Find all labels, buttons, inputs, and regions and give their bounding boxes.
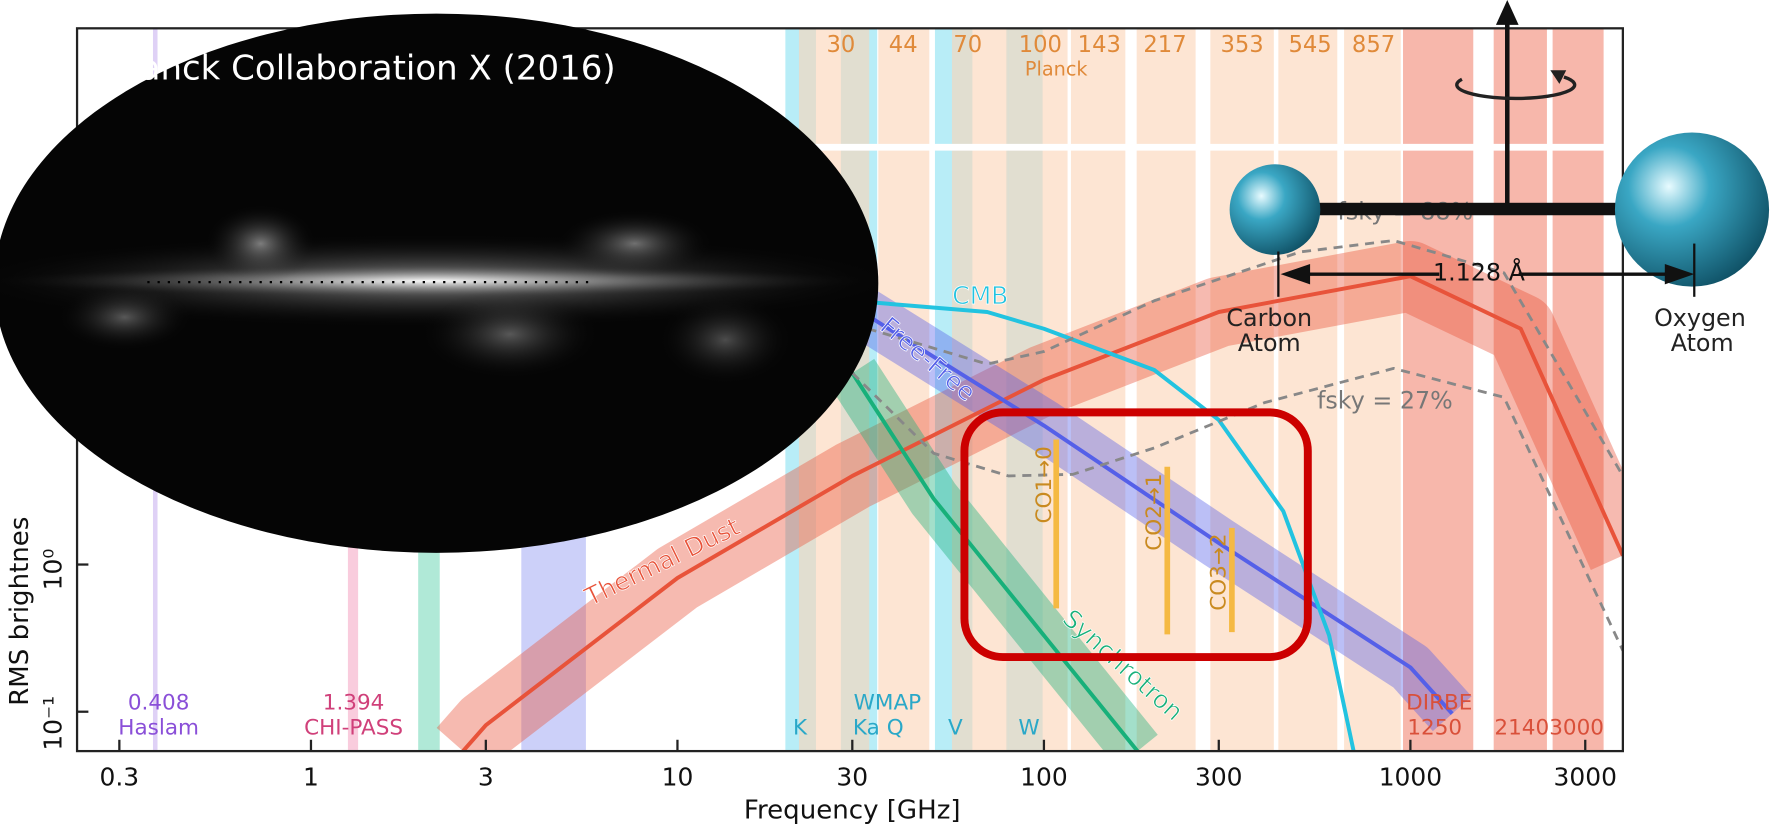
series-line <box>850 371 1140 752</box>
bond-length: 1.128 Å <box>1433 259 1526 287</box>
series-line <box>461 274 1623 752</box>
x-tick-label: 1000 <box>1379 762 1442 791</box>
x-tick-label: 0.3 <box>100 762 140 791</box>
co-molecule: 1.128 Å Carbon Atom Oxygen Atom <box>1226 0 1770 357</box>
atom-label: Atom <box>1238 329 1301 357</box>
x-tick-label: 300 <box>1195 762 1243 791</box>
band-label: 1250 <box>1407 715 1462 740</box>
band-label: WMAP <box>854 691 922 716</box>
x-tick-label: 10 <box>662 762 694 791</box>
band-label: 217 <box>1143 32 1186 58</box>
galaxy-map: Planck Collaboration X (2016) <box>0 13 879 553</box>
x-tick-label: 3000 <box>1554 762 1617 791</box>
curves <box>461 239 1623 752</box>
image-title: Planck Collaboration X (2016) <box>110 49 616 89</box>
band-label: V <box>948 715 963 740</box>
band-label: 21403000 <box>1494 715 1604 740</box>
band-labels: 30 44 70 100 143 217 353 545 857 Planck … <box>118 32 1604 741</box>
band-label: DIRBE <box>1406 691 1472 716</box>
band-label: 1.394 <box>323 691 385 716</box>
axes: 0.3 1 3 10 30 100 300 1000 3000 10⁻¹ 10⁰ <box>38 549 1617 792</box>
x-tick-label: 3 <box>478 762 494 791</box>
band-label: 353 <box>1220 32 1263 58</box>
atom-label: Oxygen <box>1654 304 1746 332</box>
y-tick-label: 10⁰ <box>38 549 67 591</box>
curve-label: CMB <box>952 281 1008 310</box>
band-label: 70 <box>953 32 982 58</box>
y-tick-label: 10⁻¹ <box>38 696 67 751</box>
sky-fraction-curve <box>851 239 1623 477</box>
co-lines: CO1→0 CO2→1 CO3→2 <box>1032 439 1235 635</box>
band-label: K <box>793 715 808 740</box>
frequency-bands <box>152 28 1623 752</box>
band-label: 30 <box>826 32 855 58</box>
atom-label: Atom <box>1671 329 1734 357</box>
y-axis-label: RMS brightnes <box>5 517 35 706</box>
band-label: 143 <box>1078 32 1121 58</box>
co-label: CO1→0 <box>1032 446 1057 523</box>
co-label: CO3→2 <box>1206 533 1231 610</box>
band-label: Ka Q <box>853 715 904 740</box>
band-label: Haslam <box>118 715 199 740</box>
series-line <box>852 298 1356 752</box>
x-axis-label: Frequency [GHz] <box>744 796 961 826</box>
atom-label: Carbon <box>1226 304 1312 332</box>
band-label: 0.408 <box>128 691 190 716</box>
band-label: W <box>1018 715 1039 740</box>
x-tick-label: 30 <box>836 762 868 791</box>
band-label: 44 <box>889 32 918 58</box>
x-tick-label: 1 <box>303 762 319 791</box>
band-label: 857 <box>1352 32 1395 58</box>
series-line <box>851 304 1454 716</box>
co-label: CO2→1 <box>1142 473 1167 550</box>
highlight-box <box>960 408 1312 662</box>
x-tick-label: 100 <box>1020 762 1068 791</box>
band-label: CHI-PASS <box>304 715 403 740</box>
band-label: 545 <box>1288 32 1331 58</box>
band-label: Planck <box>1025 58 1089 81</box>
curve-label: fsky = 27% <box>1317 387 1453 415</box>
sky-fraction-curve <box>851 366 1623 652</box>
band-label: 100 <box>1019 32 1062 58</box>
